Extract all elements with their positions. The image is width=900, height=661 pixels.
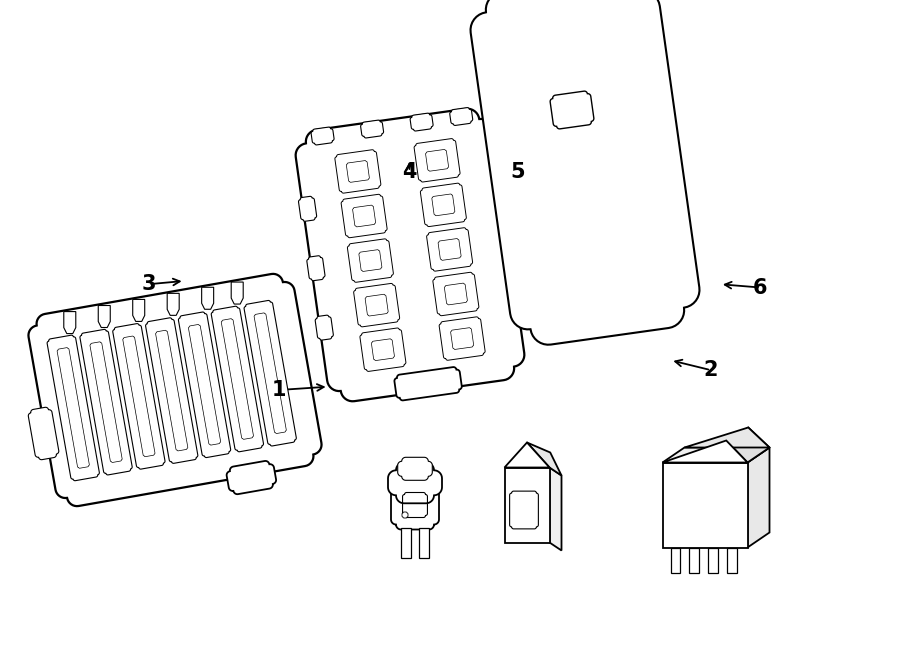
Polygon shape	[299, 196, 317, 221]
Polygon shape	[98, 305, 111, 327]
Polygon shape	[80, 329, 132, 475]
Polygon shape	[391, 481, 439, 529]
Polygon shape	[112, 324, 165, 469]
Text: 1: 1	[272, 380, 286, 400]
Polygon shape	[354, 284, 400, 327]
Polygon shape	[410, 113, 433, 131]
Polygon shape	[708, 547, 717, 572]
Polygon shape	[360, 328, 406, 371]
Polygon shape	[527, 442, 562, 475]
Polygon shape	[212, 306, 264, 451]
Text: 5: 5	[510, 162, 525, 182]
Polygon shape	[689, 547, 698, 572]
Polygon shape	[420, 183, 466, 227]
Polygon shape	[28, 407, 58, 459]
Polygon shape	[439, 317, 485, 360]
Polygon shape	[132, 299, 145, 321]
Text: 2: 2	[704, 360, 718, 380]
Polygon shape	[748, 447, 770, 547]
Polygon shape	[315, 315, 333, 340]
Text: 6: 6	[753, 278, 768, 297]
Polygon shape	[178, 312, 230, 457]
Polygon shape	[307, 256, 325, 281]
Polygon shape	[726, 428, 770, 463]
Polygon shape	[167, 293, 179, 315]
Polygon shape	[502, 60, 520, 282]
Polygon shape	[341, 194, 387, 238]
Polygon shape	[401, 528, 411, 558]
Polygon shape	[295, 108, 525, 401]
Polygon shape	[505, 442, 550, 467]
Polygon shape	[47, 335, 99, 481]
Polygon shape	[29, 274, 321, 506]
Polygon shape	[202, 288, 213, 309]
Polygon shape	[244, 301, 296, 446]
Text: 4: 4	[402, 162, 417, 182]
Polygon shape	[335, 150, 381, 193]
Polygon shape	[450, 108, 472, 126]
Polygon shape	[662, 463, 748, 547]
Polygon shape	[727, 547, 736, 572]
Polygon shape	[227, 461, 276, 494]
Polygon shape	[685, 428, 770, 447]
Polygon shape	[361, 120, 383, 138]
Polygon shape	[433, 272, 479, 316]
Polygon shape	[347, 239, 393, 282]
Polygon shape	[670, 547, 680, 572]
Text: 3: 3	[141, 274, 156, 294]
Polygon shape	[64, 311, 76, 334]
Polygon shape	[662, 447, 770, 463]
Polygon shape	[414, 139, 460, 182]
Polygon shape	[394, 367, 462, 401]
Polygon shape	[427, 228, 472, 271]
Ellipse shape	[510, 257, 599, 313]
Polygon shape	[550, 91, 594, 129]
Polygon shape	[419, 528, 429, 558]
Polygon shape	[388, 462, 442, 503]
Polygon shape	[231, 282, 243, 304]
Polygon shape	[505, 467, 550, 543]
Polygon shape	[550, 467, 562, 551]
Polygon shape	[311, 127, 334, 145]
Polygon shape	[402, 512, 408, 518]
Polygon shape	[398, 457, 432, 481]
Polygon shape	[662, 440, 748, 463]
Polygon shape	[471, 0, 699, 344]
Polygon shape	[146, 318, 198, 463]
